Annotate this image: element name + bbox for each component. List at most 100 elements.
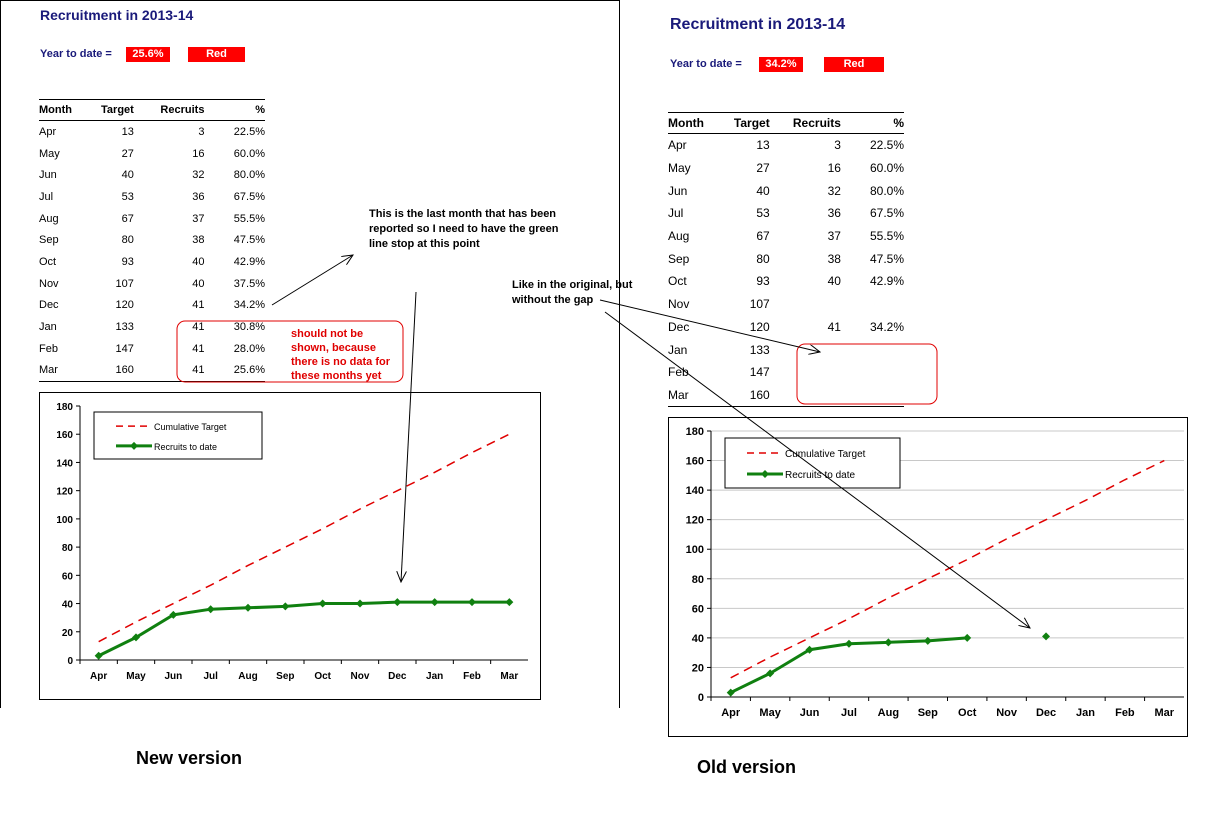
cell-recruits: 41 [192, 342, 205, 355]
legend-label-recruits: Recruits to date [154, 442, 217, 452]
new-line-chart: 0 20 40 60 80 100 120 140 160 180 Apr May Jun Jul Aug S… [39, 392, 541, 700]
x-tick-label: Sep [918, 707, 938, 719]
cell-recruits: 36 [192, 190, 205, 203]
cell-target: 93 [756, 274, 770, 289]
annotation-last-month: This is the last month that has been rep… [369, 208, 559, 250]
table-row: Feb 147 41 28.0% [39, 338, 265, 360]
x-tick-label: Jun [800, 707, 820, 719]
x-tick-label: May [126, 671, 146, 682]
y-tick-label: 0 [67, 656, 73, 667]
cell-recruits: 38 [827, 251, 841, 266]
cell-percent: 47.5% [869, 251, 904, 266]
new-version-panel: Recruitment in 2013-14 Year to date = 25… [0, 0, 620, 768]
table-row: Jan 133 [668, 338, 904, 361]
header-recruits: Recruits [769, 112, 841, 134]
header-target: Target [727, 112, 770, 134]
status-badge: Red [824, 57, 884, 72]
y-tick-label: 40 [692, 633, 704, 645]
cell-month: Dec [668, 319, 690, 334]
x-tick-label: Mar [500, 671, 518, 682]
data-point-recruits [206, 605, 215, 614]
cell-month: Feb [668, 365, 689, 380]
cell-month: Nov [39, 277, 59, 290]
data-point-recruits [244, 603, 252, 612]
cell-percent: 60.0% [869, 161, 904, 176]
x-tick-label: Dec [388, 671, 407, 682]
cell-month: May [668, 161, 691, 176]
cell-percent: 67.5% [233, 190, 265, 203]
y-tick-label: 120 [686, 515, 704, 527]
cell-month: Oct [39, 255, 57, 268]
legend-label-target: Cumulative Target [154, 422, 227, 432]
x-tick-label: May [759, 707, 781, 719]
y-tick-label: 140 [686, 485, 704, 497]
y-tick-label: 180 [56, 402, 73, 413]
y-tick-label: 20 [62, 628, 74, 639]
cell-percent: 42.9% [233, 255, 265, 268]
legend-label-recruits: Recruits to date [785, 470, 855, 481]
y-tick-label: 100 [56, 515, 73, 526]
new-chart-svg: 0 20 40 60 80 100 120 140 160 180 Apr May Jun Jul Aug S… [56, 402, 528, 682]
old-chart-svg: 0 20 40 60 80 100 120 140 160 180 Apr May Jun Jul Aug S… [686, 426, 1184, 719]
x-tick-label: Aug [878, 707, 899, 719]
cell-month: Jun [668, 183, 688, 198]
cell-percent: 80.0% [869, 183, 904, 198]
table-row: Aug 67 37 55.5% [668, 225, 904, 248]
cell-target: 13 [756, 138, 770, 153]
y-tick-label: 160 [56, 430, 73, 441]
cell-percent: 30.8% [233, 321, 265, 334]
x-tick-label: Mar [1155, 707, 1175, 719]
cell-target: 40 [121, 169, 134, 182]
cell-recruits [769, 383, 841, 408]
cell-target: 67 [756, 229, 770, 244]
series-line-cumulative-target [730, 459, 1165, 679]
table-row: Apr 13 3 22.5% [668, 134, 904, 157]
y-tick-label: 0 [698, 692, 704, 704]
cell-percent: 34.2% [233, 299, 265, 312]
caption-new: New version [136, 748, 243, 768]
cell-recruits [770, 361, 841, 384]
cell-month: Dec [39, 299, 59, 312]
cell-recruits: 38 [192, 234, 205, 247]
cell-recruits: 37 [827, 229, 841, 244]
cell-month: Feb [39, 342, 58, 355]
annotation-original: Like in the original, but without the ga… [512, 279, 633, 306]
cell-recruits: 3 [198, 125, 205, 138]
cell-recruits: 32 [827, 183, 841, 198]
cell-percent [841, 293, 904, 316]
cell-target: 53 [121, 190, 134, 203]
x-tick-label: Apr [721, 707, 741, 719]
table-row: Aug 67 37 55.5% [39, 208, 265, 230]
table-row: Jun 40 32 80.0% [39, 164, 265, 186]
caption-old: Old version [697, 757, 797, 777]
old-version-panel: Recruitment in 2013-14 Year to date = 34… [512, 0, 1222, 831]
cell-recruits: 16 [827, 161, 841, 176]
x-tick-label: Oct [958, 707, 977, 719]
data-point-recruits [844, 639, 853, 648]
x-tick-label: Nov [351, 671, 370, 682]
recruitment-table: Month Target Recruits % Apr 13 3 22.5% May 27… [668, 112, 904, 408]
cell-month: Jul [39, 190, 54, 203]
table-row: Apr 13 3 22.5% [39, 121, 265, 143]
data-point-recruits [281, 602, 290, 611]
y-tick-label: 180 [686, 426, 704, 438]
cell-month: Oct [668, 274, 687, 289]
table-row: Mar 160 [668, 383, 904, 408]
cell-percent [841, 361, 904, 384]
legend-marker-recruits [130, 441, 138, 450]
cell-month: May [39, 147, 60, 160]
cell-recruits: 36 [827, 206, 841, 221]
table-row: Dec 120 41 34.2% [39, 295, 265, 317]
cell-target: 80 [121, 234, 134, 247]
data-point-recruits [726, 688, 735, 697]
y-tick-label: 60 [62, 571, 74, 582]
cell-recruits: 41 [133, 359, 205, 383]
x-tick-label: Aug [238, 671, 257, 682]
table-row: Oct 93 40 42.9% [39, 251, 265, 273]
ytd-value-badge: 34.2% [759, 57, 803, 72]
cell-target: 27 [756, 161, 770, 176]
cell-target: 93 [121, 255, 134, 268]
cell-target: 53 [756, 206, 770, 221]
cell-percent: 67.5% [869, 206, 904, 221]
cell-month: Sep [668, 251, 690, 266]
